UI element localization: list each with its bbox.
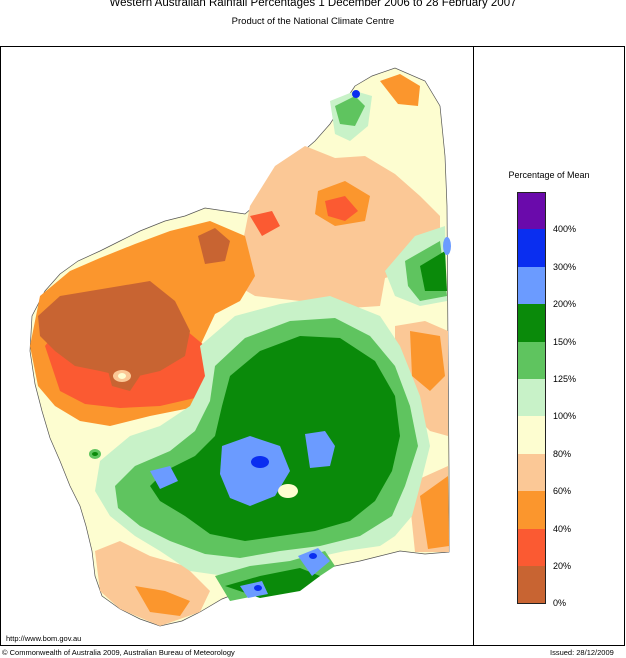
legend-tick-label: 100% xyxy=(553,411,577,422)
footer-url[interactable]: http://www.bom.gov.au xyxy=(6,634,82,643)
legend-tick-label: 300% xyxy=(553,261,577,272)
legend-swatch xyxy=(517,341,546,379)
legend-swatch xyxy=(517,192,546,231)
legend-tick-label: 40% xyxy=(553,523,572,534)
legend-tick-label: 400% xyxy=(553,224,577,235)
legend-tick-label: 150% xyxy=(553,336,577,347)
legend-tick-label: 20% xyxy=(553,561,572,571)
legend-swatch xyxy=(517,528,546,566)
legend-swatch xyxy=(517,453,546,492)
legend-tick-label: 60% xyxy=(553,486,572,497)
map-title: Western Australian Rainfall Percentages … xyxy=(109,0,517,9)
legend-swatch xyxy=(517,266,546,305)
legend-swatch xyxy=(517,379,546,417)
footer-copyright: © Commonwealth of Australia 2009, Austra… xyxy=(2,648,235,657)
legend-tick-label: 0% xyxy=(553,598,567,609)
legend-swatch xyxy=(517,304,546,342)
legend-tick-label: 125% xyxy=(553,374,577,384)
legend-tick-label: 80% xyxy=(553,448,572,459)
legend-title: Percentage of Mean xyxy=(508,170,590,180)
legend-swatch xyxy=(517,566,546,605)
map-subtitle: Product of the National Climate Centre xyxy=(231,16,395,27)
legend-swatch xyxy=(517,416,546,454)
legend-divider xyxy=(473,46,474,646)
map-frame xyxy=(0,46,625,646)
legend-tick-label: 200% xyxy=(553,299,577,310)
footer-issued: Issued: 28/12/2009 xyxy=(550,648,614,657)
legend-swatch xyxy=(517,491,546,529)
rainfall-map xyxy=(29,67,451,627)
legend-swatch xyxy=(517,229,546,267)
